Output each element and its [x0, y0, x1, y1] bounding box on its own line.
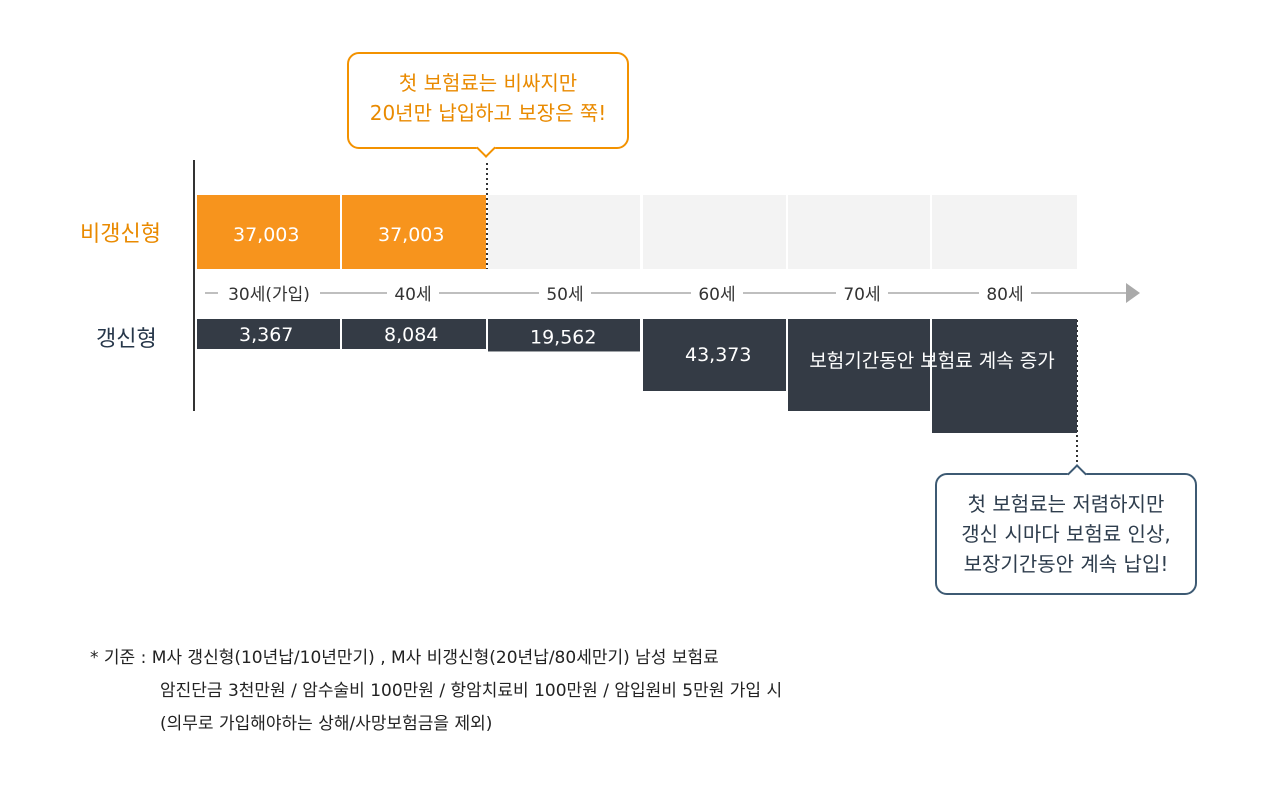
bar-renewal	[488, 319, 640, 352]
tick-label-bg	[539, 282, 591, 304]
bar-label-renewal: 19,562	[530, 326, 596, 348]
callout-renewal-line-3: 보장기간동안 계속 납입!	[963, 552, 1169, 576]
bar-placeholder	[788, 195, 930, 269]
bar-renewal	[342, 319, 486, 349]
callout-renewal-line-1: 첫 보험료는 저렴하지만	[967, 492, 1165, 516]
footnote-line-1: * 기준 : M사 갱신형(10년납/10년만기) , M사 비갱신형(20년납…	[90, 648, 719, 668]
callout-renewal-line-2: 갱신 시마다 보험료 인상,	[961, 522, 1171, 546]
legend-label-renewal: 갱신형	[96, 327, 157, 352]
x-tick-label: 50세	[546, 285, 583, 305]
bar-label-renewal: 43,373	[685, 344, 751, 366]
bar-renewal	[788, 319, 930, 411]
x-tick-label: 60세	[698, 285, 735, 305]
tick-label-bg	[979, 282, 1031, 304]
footnote-line-2: 암진단금 3천만원 / 암수술비 100만원 / 항암치료비 100만원 / 암…	[160, 681, 783, 701]
tick-label-bg	[218, 282, 320, 304]
tick-label-bg	[387, 282, 439, 304]
callout-non-renewal: 첫 보험료는 비싸지만 20년만 납입하고 보장은 쭉!	[347, 52, 629, 158]
bar-placeholder	[643, 195, 786, 269]
bar-placeholder	[932, 195, 1077, 269]
bar-label-renewal: 3,367	[239, 324, 293, 346]
x-tick-label: 40세	[394, 285, 431, 305]
bar-placeholder	[488, 195, 640, 269]
x-axis-arrow-icon	[1126, 283, 1140, 303]
bar-renewal	[932, 319, 1077, 433]
tick-label-bg	[836, 282, 888, 304]
x-tick-label: 30세(가입)	[228, 285, 310, 305]
callout-non-renewal-line-2: 20년만 납입하고 보장은 쭉!	[369, 101, 607, 125]
annotation-premium-increase: 보험기간동안 보험료 계속 증가	[809, 350, 1054, 372]
x-tick-label: 80세	[986, 285, 1023, 305]
callout-renewal: 첫 보험료는 저렴하지만 갱신 시마다 보험료 인상, 보장기간동안 계속 납입…	[935, 464, 1197, 595]
bar-label-renewal: 8,084	[384, 324, 438, 346]
bar-renewal	[643, 319, 786, 391]
bar-renewal	[197, 319, 340, 349]
bar-label-non-renewal: 37,003	[378, 224, 444, 246]
footnote: * 기준 : M사 갱신형(10년납/10년만기) , M사 비갱신형(20년납…	[90, 642, 782, 741]
bar-non-renewal	[197, 195, 340, 269]
legend-label-non-renewal: 비갱신형	[80, 222, 161, 247]
footnote-line-3: (의무로 가입해야하는 상해/사망보험금을 제외)	[160, 714, 493, 734]
tick-label-bg	[691, 282, 743, 304]
bar-label-non-renewal: 37,003	[233, 224, 299, 246]
x-tick-label: 70세	[843, 285, 880, 305]
bar-non-renewal	[342, 195, 486, 269]
callout-non-renewal-line-1: 첫 보험료는 비싸지만	[398, 71, 578, 95]
